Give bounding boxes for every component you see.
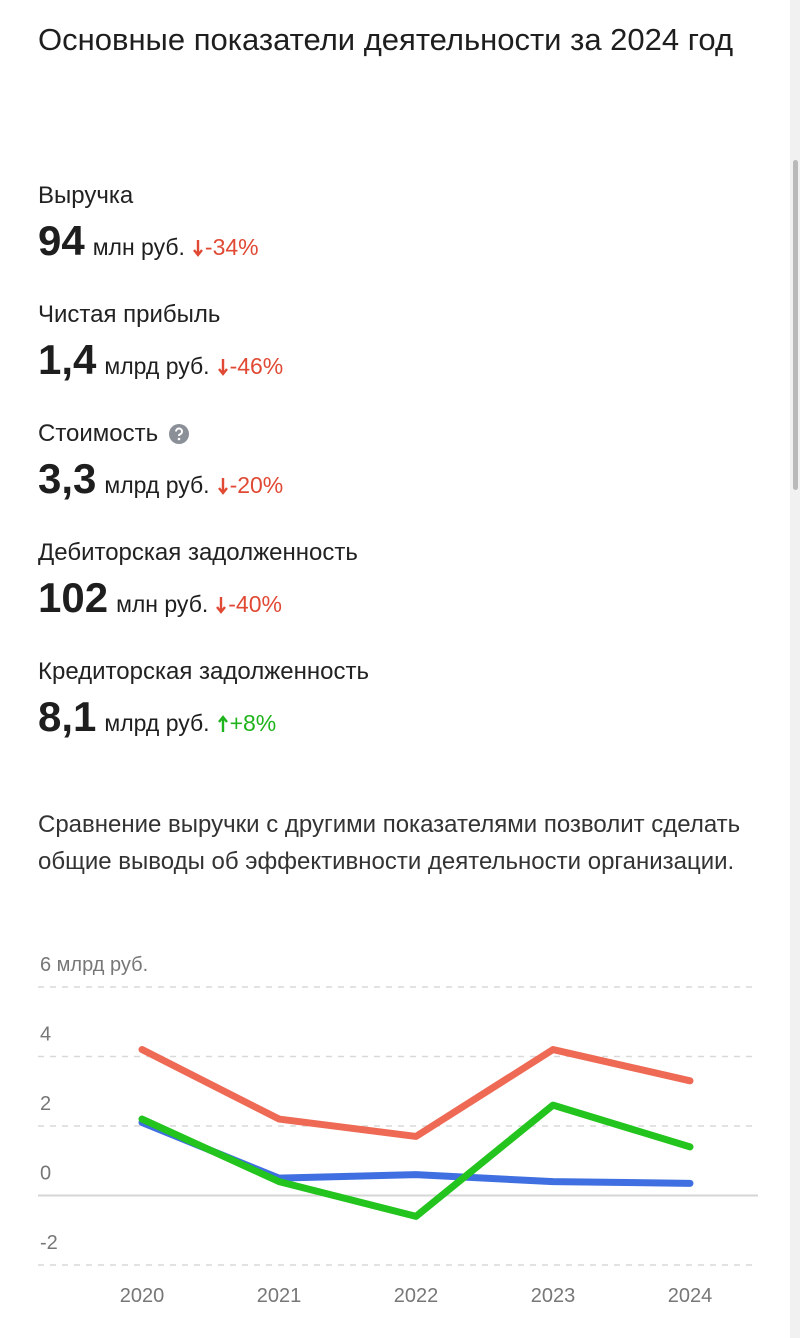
metric-row: 8,1 млрд руб. +8% <box>38 694 738 740</box>
y-tick-label: 0 <box>40 1163 51 1185</box>
metric: Стоимость 3,3 млрд руб. -20% <box>38 418 738 502</box>
change-arrow <box>217 477 228 495</box>
series-line <box>138 1046 694 1140</box>
y-tick-label: 2 <box>40 1093 51 1115</box>
metric-unit: млрд руб. <box>104 353 210 379</box>
metric-label: Выручка <box>38 180 738 212</box>
change-arrow <box>217 358 228 376</box>
metric-change-text: -40% <box>228 591 282 617</box>
metric: Кредиторская задолженность 8,1 млрд руб. +8… <box>38 656 738 740</box>
help-icon[interactable] <box>168 423 190 445</box>
metric: Чистая прибыль 1,4 млрд руб. -46% <box>38 299 738 383</box>
metric-label-text: Выручка <box>38 182 134 209</box>
metric-change-text: -20% <box>229 472 284 498</box>
chart: -2 0 2 4 6 млрд руб. 2020 2021 2022 2023 2024 <box>38 954 758 1307</box>
metric-change-text: -34% <box>204 234 259 260</box>
metric-row: 3,3 млрд руб. -20% <box>38 456 738 502</box>
metric-label-text: Дебиторская задолженность <box>38 539 358 566</box>
metric-label: Чистая прибыль <box>38 299 738 331</box>
metric-change: +8% <box>216 710 277 737</box>
metric-value: 94 <box>38 217 85 264</box>
metric: Дебиторская задолженность 102 млн руб. -40% <box>38 537 738 621</box>
x-tick-label: 2020 <box>120 1285 165 1307</box>
metric-value: 102 <box>38 574 109 621</box>
page-title: Основные показатели деятельности за 2024… <box>38 22 734 57</box>
y-tick-label: -2 <box>40 1232 58 1254</box>
metric: Выручка 94 млн руб. -34% <box>38 180 738 264</box>
metric-row: 1,4 млрд руб. -46% <box>38 337 738 383</box>
metric-label: Стоимость <box>38 418 738 450</box>
change-arrow <box>216 596 227 614</box>
change-arrow <box>192 239 203 257</box>
change-arrow <box>217 714 228 732</box>
metric-unit: млрд руб. <box>104 472 210 498</box>
metric-change: -20% <box>216 472 284 499</box>
metric-unit: млн руб. <box>92 234 185 260</box>
metric-label: Кредиторская задолженность <box>38 656 738 688</box>
metric-value: 1,4 <box>38 336 97 383</box>
metric-row: 102 млн руб. -40% <box>38 575 738 621</box>
metric-label-text: Кредиторская задолженность <box>38 658 369 685</box>
metric-value: 8,1 <box>38 693 97 740</box>
scrollbar-track <box>790 0 800 1338</box>
metric-label-text: Стоимость <box>38 420 159 447</box>
description: Сравнение выручки с другими показателями… <box>38 811 741 875</box>
metric-label: Дебиторская задолженность <box>38 537 738 569</box>
y-tick-label: 6 млрд руб. <box>40 954 148 976</box>
metric-change-text: -46% <box>229 353 284 379</box>
metric-unit: млрд руб. <box>104 710 210 736</box>
metric-unit: млн руб. <box>116 591 209 617</box>
metric-change: -46% <box>216 353 284 380</box>
x-tick-label: 2021 <box>257 1285 302 1307</box>
x-tick-label: 2024 <box>668 1285 713 1307</box>
scrollbar-thumb[interactable] <box>793 160 798 490</box>
y-tick-label: 4 <box>40 1024 51 1046</box>
metric-change: -34% <box>191 234 259 261</box>
metric-value: 3,3 <box>38 455 97 502</box>
series-line <box>138 1101 694 1220</box>
metric-change: -40% <box>214 591 282 618</box>
x-tick-label: 2022 <box>394 1285 439 1307</box>
x-tick-label: 2023 <box>531 1285 576 1307</box>
metric-label-text: Чистая прибыль <box>38 301 221 328</box>
metric-change-text: +8% <box>229 710 277 736</box>
metric-row: 94 млн руб. -34% <box>38 218 738 264</box>
